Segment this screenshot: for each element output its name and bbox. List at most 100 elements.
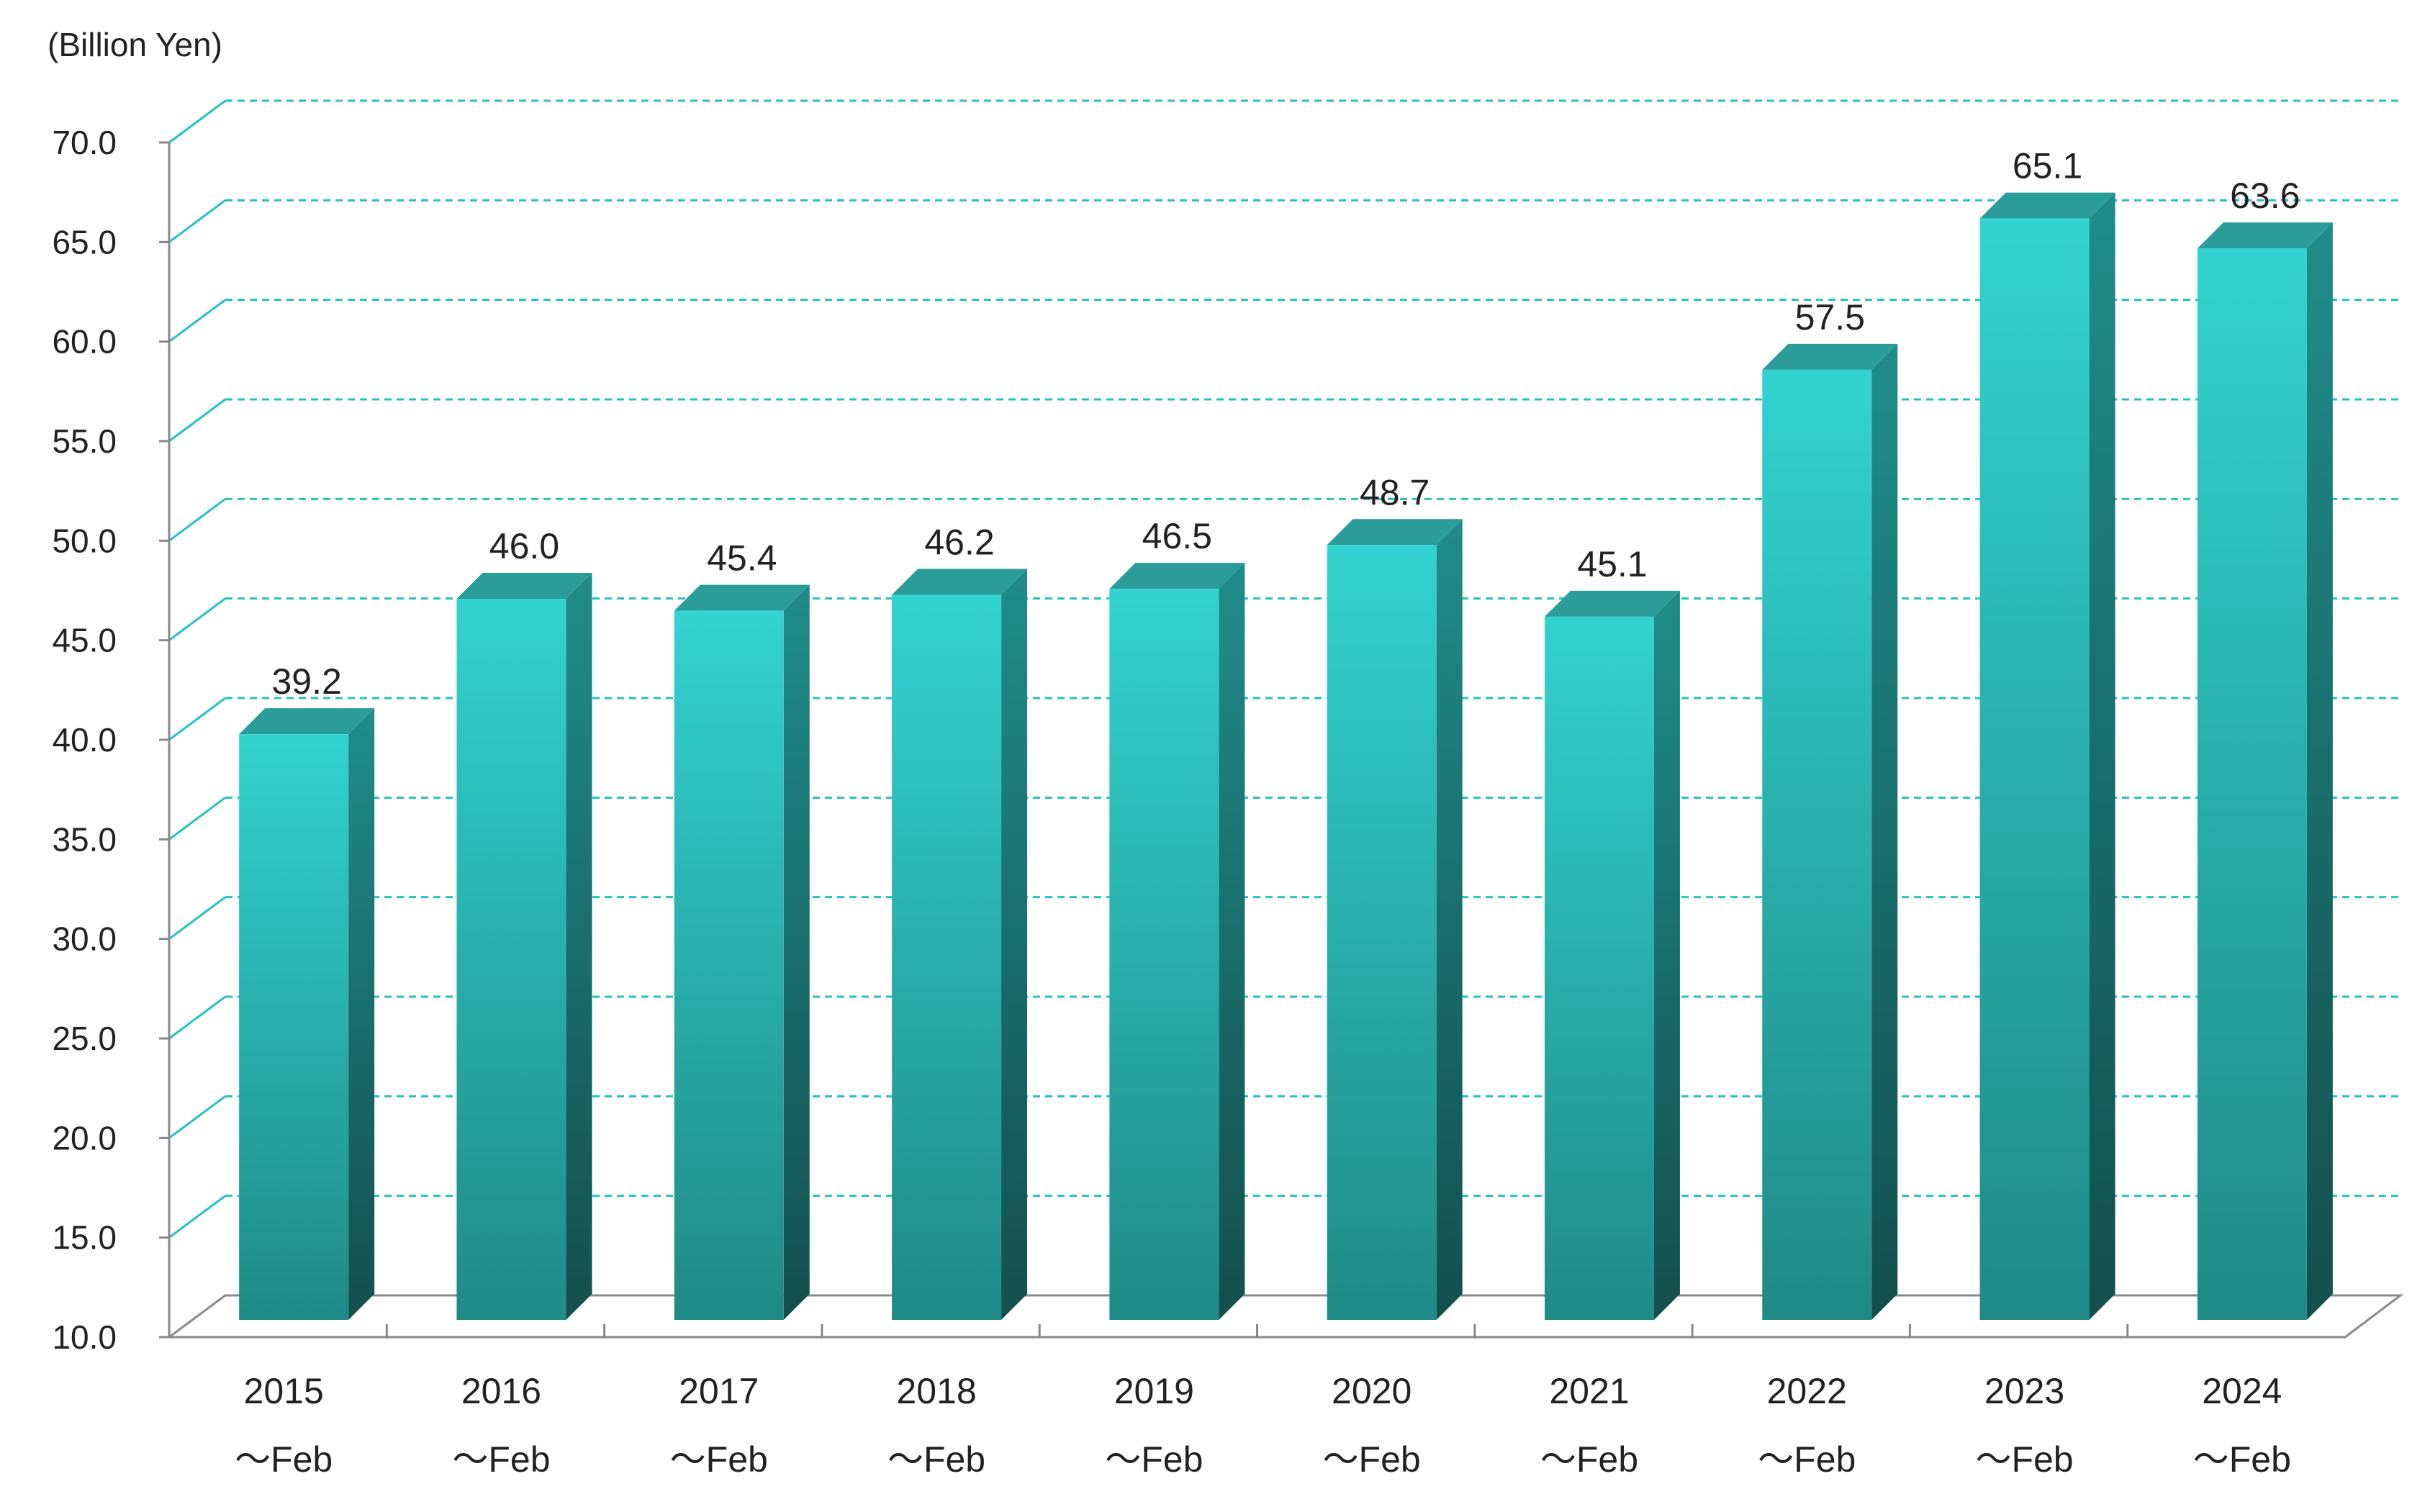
- x-tick-label-period: ～Feb: [2193, 1439, 2291, 1480]
- x-tick-label-period: ～Feb: [1540, 1439, 1638, 1480]
- x-tick-label-period: ～Feb: [452, 1439, 550, 1480]
- bar-front-face: [1762, 369, 1872, 1321]
- bar-2021: [1544, 590, 1680, 1320]
- data-label: 65.1: [2013, 146, 2082, 186]
- data-label: 48.7: [1360, 472, 1430, 512]
- bar-2018: [892, 569, 1028, 1320]
- x-tick-label-year: 2017: [679, 1371, 759, 1411]
- y-tick-label: 35.0: [52, 820, 117, 858]
- bar-front-face: [1327, 545, 1437, 1320]
- gridline-diagonal: [168, 697, 226, 741]
- y-tick-label: 25.0: [52, 1020, 117, 1057]
- bar-2017: [674, 584, 810, 1320]
- bar-top-face: [239, 708, 375, 735]
- data-label: 45.4: [707, 538, 777, 579]
- bar-2020: [1327, 519, 1463, 1320]
- y-tick-label: 30.0: [52, 920, 117, 958]
- gridline-diagonal: [168, 896, 226, 940]
- x-tick-label-year: 2018: [896, 1371, 976, 1411]
- gridline-diagonal: [168, 299, 226, 343]
- y-tick-label: 40.0: [52, 721, 117, 759]
- bar-top-face: [1109, 563, 1245, 589]
- gridline-diagonal: [168, 1095, 226, 1139]
- gridline-diagonal: [168, 797, 226, 841]
- bar-top-face: [1544, 590, 1680, 617]
- bar-front-face: [2197, 248, 2307, 1321]
- data-label: 46.0: [489, 526, 559, 566]
- bar-side-face: [1001, 569, 1028, 1320]
- data-label: 57.5: [1795, 297, 1865, 338]
- bar-top-face: [892, 569, 1028, 595]
- data-label: 63.6: [2230, 176, 2300, 216]
- gridline-diagonal: [168, 398, 226, 443]
- bars-layer: [239, 192, 2333, 1321]
- data-label: 39.2: [271, 661, 341, 702]
- bar-front-face: [674, 610, 784, 1320]
- x-tick-label-year: 2016: [461, 1371, 541, 1411]
- gridline-diagonal: [168, 597, 226, 641]
- x-tick-label-period: ～Feb: [1758, 1439, 1856, 1480]
- y-tick-label: 70.0: [52, 124, 117, 161]
- bar-front-face: [1109, 589, 1219, 1320]
- x-tick-label-period: ～Feb: [1975, 1439, 2073, 1480]
- bar-side-face: [1653, 590, 1680, 1320]
- x-tick-label-year: 2015: [244, 1371, 324, 1411]
- y-tick-label: 10.0: [52, 1318, 117, 1356]
- data-label: 45.1: [1577, 544, 1647, 584]
- data-label: 46.2: [924, 522, 994, 562]
- bar-front-face: [1544, 616, 1654, 1320]
- gridline-diagonal: [168, 1195, 226, 1239]
- x-tick-label-period: ～Feb: [1323, 1439, 1421, 1480]
- x-tick-label-year: 2024: [2202, 1371, 2282, 1411]
- bar-top-face: [1979, 192, 2115, 219]
- x-tick-label-year: 2019: [1114, 1371, 1194, 1411]
- gridline-diagonal: [168, 995, 226, 1040]
- bar-2019: [1109, 563, 1245, 1320]
- bar-side-face: [348, 708, 375, 1320]
- bar-front-face: [239, 734, 349, 1320]
- y-tick-label: 15.0: [52, 1219, 117, 1257]
- bar-side-face: [1436, 519, 1463, 1320]
- y-tick-label: 60.0: [52, 323, 117, 361]
- x-tick-label-year: 2022: [1767, 1371, 1847, 1411]
- labels-layer: 10.0 15.0 20.0 25.0 30.0 35.0 40.0 45.0 50.0 55.0…: [52, 124, 2300, 1480]
- bar-top-face: [1327, 519, 1463, 546]
- y-tick-label: 50.0: [52, 522, 117, 559]
- x-tick-label-period: ～Feb: [1105, 1439, 1203, 1480]
- bar-front-face: [456, 599, 566, 1320]
- bar-2024: [2197, 222, 2333, 1321]
- bar-side-face: [783, 584, 810, 1320]
- gridline-diagonal: [168, 199, 226, 243]
- x-tick-label-period: ～Feb: [670, 1439, 768, 1480]
- bar-2015: [239, 708, 375, 1320]
- gridline-diagonal: [168, 99, 226, 144]
- bar-top-face: [674, 584, 810, 611]
- bar-side-face: [2306, 222, 2333, 1321]
- gridline-diagonal: [168, 498, 226, 542]
- x-tick-label-period: ～Feb: [888, 1439, 985, 1480]
- bar-top-face: [2197, 222, 2333, 249]
- bar-top-face: [456, 573, 592, 599]
- data-label: 46.5: [1142, 516, 1212, 556]
- x-tick-label-year: 2020: [1332, 1371, 1412, 1411]
- x-tick-label-year: 2023: [1984, 1371, 2064, 1411]
- bar-2023: [1979, 192, 2115, 1321]
- x-tick-label-year: 2021: [1549, 1371, 1629, 1411]
- bar-2022: [1762, 343, 1898, 1321]
- bar-front-face: [892, 594, 1002, 1320]
- bar-front-face: [1979, 218, 2090, 1321]
- bar-2016: [456, 573, 592, 1320]
- bar-side-face: [1871, 343, 1898, 1320]
- bar-side-face: [1219, 563, 1245, 1320]
- y-tick-label: 20.0: [52, 1119, 117, 1156]
- y-tick-label: 45.0: [52, 622, 117, 659]
- bar-top-face: [1762, 343, 1898, 370]
- unit-label: (Billion Yen): [48, 26, 222, 63]
- y-tick-label: 55.0: [52, 422, 117, 460]
- x-tick-label-period: ～Feb: [235, 1439, 333, 1480]
- bar-side-face: [566, 573, 592, 1320]
- y-tick-label: 65.0: [52, 223, 117, 261]
- bar-side-face: [2089, 192, 2115, 1321]
